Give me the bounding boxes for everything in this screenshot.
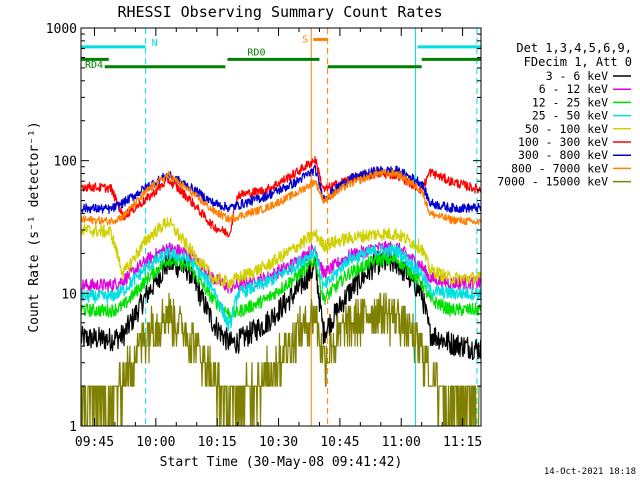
plot-frame xyxy=(80,27,482,427)
legend-label-0: 3 - 6 keV xyxy=(546,69,608,83)
y-tick-label-1: 10 xyxy=(61,287,77,302)
chart-title: RHESSI Observing Summary Count Rates xyxy=(117,3,442,21)
x-tick-label-6: 11:15 xyxy=(443,435,482,450)
y-tick-label-3: 1000 xyxy=(46,22,77,37)
series-line-0 xyxy=(81,250,481,360)
series-line-7 xyxy=(81,169,481,226)
x-tick-label-2: 10:15 xyxy=(198,435,237,450)
annotation-label-2: RD4 xyxy=(85,60,103,71)
series-line-2 xyxy=(81,252,481,320)
series-line-4 xyxy=(81,217,481,290)
series-line-8 xyxy=(81,292,481,426)
x-tick-label-0: 09:45 xyxy=(75,435,114,450)
legend-label-3: 25 - 50 keV xyxy=(532,109,608,123)
annotation-label-3: S xyxy=(302,34,308,45)
legend-label-7: 800 - 7000 keV xyxy=(511,161,608,175)
legend-header-line-1: Det 1,3,4,5,6,9, xyxy=(516,41,632,55)
plot-area: N RD0 RD4 S xyxy=(80,28,481,426)
legend-header-line-2: FDecim 1, Att 0 xyxy=(524,55,632,69)
legend: Det 1,3,4,5,6,9, FDecim 1, Att 0 3 - 6 k… xyxy=(497,41,632,189)
series-line-3 xyxy=(81,244,481,332)
series-line-1 xyxy=(81,240,481,294)
x-tick-label-1: 10:00 xyxy=(136,435,175,450)
footer-date: 14-Oct-2021 18:18 xyxy=(544,467,636,477)
x-axis-label: Start Time (30-May-08 09:41:42) xyxy=(160,455,403,470)
annotation-label-1: RD0 xyxy=(247,47,265,58)
x-tick-label-3: 10:30 xyxy=(259,435,298,450)
annotation-label-0: N xyxy=(152,38,158,49)
x-tick-label-5: 11:00 xyxy=(382,435,421,450)
legend-label-4: 50 - 100 keV xyxy=(525,122,608,136)
legend-label-1: 6 - 12 keV xyxy=(539,82,608,96)
x-tick-label-4: 10:45 xyxy=(320,435,359,450)
y-tick-label-0: 1 xyxy=(69,420,77,435)
legend-label-2: 12 - 25 keV xyxy=(532,95,608,109)
legend-label-5: 100 - 300 keV xyxy=(518,135,608,149)
legend-label-8: 7000 - 15000 keV xyxy=(497,175,608,189)
axis-ticks: 1 10 100 1000 09:45 10:00 10:15 10:30 10:45 11:00… xyxy=(46,22,482,450)
legend-label-6: 300 - 800 keV xyxy=(518,148,608,162)
y-tick-label-2: 100 xyxy=(54,155,77,170)
y-axis-label: Count Rate (s⁻¹ detector⁻¹) xyxy=(27,121,42,332)
